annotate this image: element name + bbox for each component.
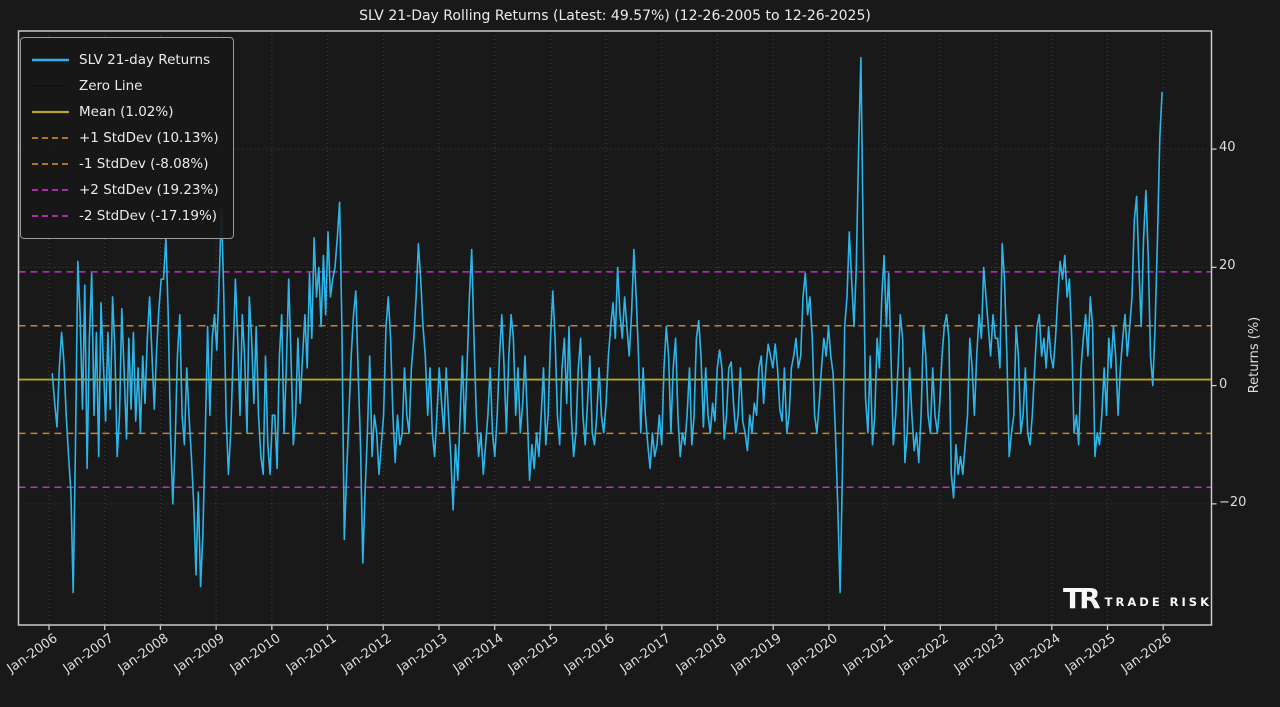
legend-label: +2 StdDev (19.23%) bbox=[79, 182, 219, 198]
legend-item: -1 StdDev (-8.08%) bbox=[32, 151, 219, 177]
y-tick-label: 40 bbox=[1219, 140, 1236, 156]
legend-label: -1 StdDev (-8.08%) bbox=[79, 156, 209, 172]
legend-label: -2 StdDev (-17.19%) bbox=[79, 208, 218, 224]
trade-risk-logo-mark: TR bbox=[1063, 582, 1101, 615]
legend-item: Mean (1.02%) bbox=[32, 99, 219, 125]
legend-swatch-line bbox=[32, 110, 69, 114]
legend-item: SLV 21-day Returns bbox=[32, 47, 219, 73]
legend-item: Zero Line bbox=[32, 73, 219, 99]
legend-swatch-line bbox=[32, 85, 69, 87]
legend-label: Mean (1.02%) bbox=[79, 104, 174, 120]
legend-item: -2 StdDev (-17.19%) bbox=[32, 203, 219, 229]
chart-title: SLV 21-Day Rolling Returns (Latest: 49.5… bbox=[359, 8, 871, 24]
y-tick-label: 0 bbox=[1219, 376, 1228, 392]
legend-swatch-line bbox=[32, 215, 69, 217]
y-tick-label: −20 bbox=[1219, 494, 1247, 510]
plot-border bbox=[17, 30, 1213, 626]
trade-risk-logo: TR TRADE RISK bbox=[1063, 585, 1212, 613]
legend-label: +1 StdDev (10.13%) bbox=[79, 130, 219, 146]
legend-swatch-line bbox=[32, 163, 69, 165]
legend-label: SLV 21-day Returns bbox=[79, 52, 211, 68]
series-line-slv-returns bbox=[51, 56, 1163, 594]
legend-item: +1 StdDev (10.13%) bbox=[32, 125, 219, 151]
legend-item: +2 StdDev (19.23%) bbox=[32, 177, 219, 203]
legend-label: Zero Line bbox=[79, 78, 143, 94]
y-axis-label: Returns (%) bbox=[1247, 316, 1262, 394]
legend-swatch-line bbox=[32, 137, 69, 139]
y-tick-label: 20 bbox=[1219, 258, 1236, 274]
legend-swatch-line bbox=[32, 189, 69, 191]
legend-swatch-line bbox=[32, 58, 69, 62]
trade-risk-logo-text: TRADE RISK bbox=[1104, 595, 1213, 609]
legend: SLV 21-day Returns Zero Line Mean (1.02%) +… bbox=[20, 37, 234, 239]
